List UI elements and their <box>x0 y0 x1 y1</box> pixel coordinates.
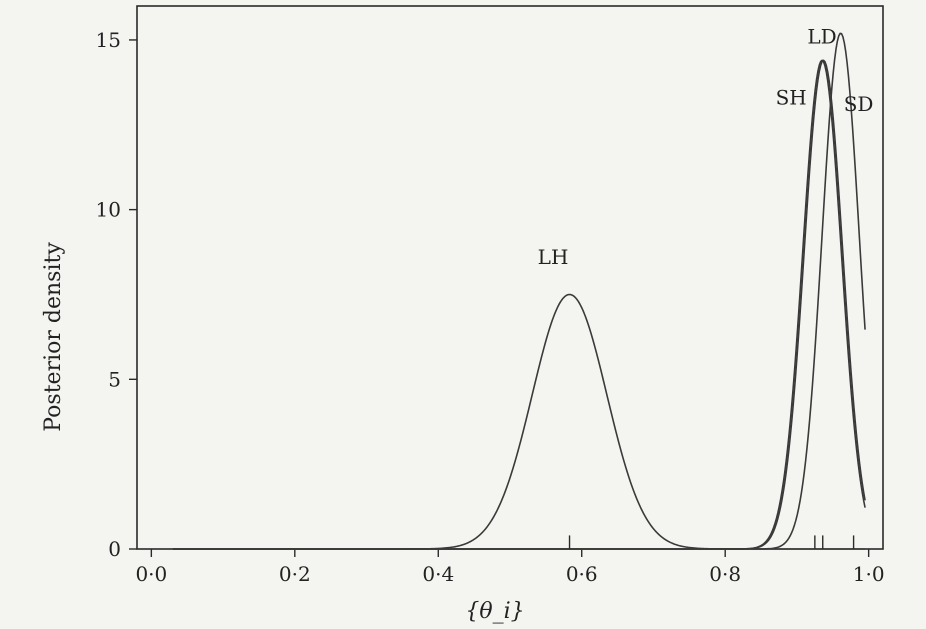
series-label-ld: LD <box>807 24 836 48</box>
plot-frame <box>136 5 884 550</box>
y-tick-label: 10 <box>96 198 121 222</box>
x-tick-label: 0·0 <box>135 562 167 586</box>
series-line-lh <box>172 293 866 550</box>
x-axis-label: {θ_i} <box>465 599 524 624</box>
series-label-sd: SD <box>844 92 874 116</box>
y-tick-label: 5 <box>108 367 121 391</box>
y-ticks: 0 5 10 15 <box>96 28 137 561</box>
y-tick-label: 15 <box>96 28 121 52</box>
axes <box>136 5 884 550</box>
series-line-sd <box>172 32 866 550</box>
x-ticks: 0·0 0·2 0·4 0·6 0·8 1·0 <box>135 549 885 586</box>
series-label-lh: LH <box>538 245 569 269</box>
y-tick-label: 0 <box>108 537 121 561</box>
series-line-ld <box>172 59 866 550</box>
x-tick-label: 0·2 <box>279 562 311 586</box>
series-lines <box>172 32 866 550</box>
mean-markers <box>568 535 855 549</box>
y-axis-label: Posterior density <box>41 242 66 432</box>
x-tick-label: 0·6 <box>566 562 598 586</box>
x-tick-label: 0·8 <box>709 562 741 586</box>
series-line-sh <box>172 59 866 550</box>
x-tick-label: 1·0 <box>853 562 885 586</box>
x-tick-label: 0·4 <box>422 562 454 586</box>
series-label-sh: SH <box>776 85 807 109</box>
series-labels: LH SH LD SD <box>538 24 874 269</box>
